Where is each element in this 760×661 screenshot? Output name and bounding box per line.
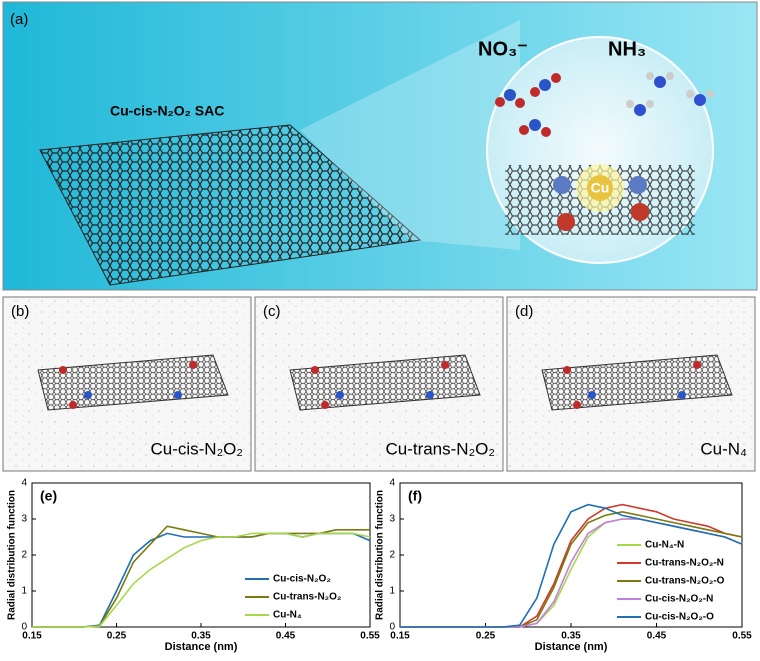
molecule-atom (441, 361, 449, 369)
o-atom (557, 213, 575, 231)
panel-label: (b) (11, 303, 29, 320)
x-tick-label: 0.45 (647, 631, 667, 642)
molecule-atom (174, 391, 182, 399)
panel-caption: Cu-trans-N₂O₂ (385, 439, 495, 458)
panel-label: (a) (10, 11, 28, 28)
y-tick-label: 2 (21, 550, 27, 561)
y-tick-label: 3 (389, 514, 395, 525)
x-tick-label: 0.15 (390, 631, 410, 642)
molecule-atom (678, 391, 686, 399)
molecule-atom (189, 361, 197, 369)
n-atom (629, 176, 647, 194)
snapshot-panel: (c) Cu-trans-N₂O₂ (254, 296, 504, 472)
legend-label: Cu-cis-N₂O₂-N (645, 594, 713, 605)
snapshot-panels: (b) Cu-cis-N₂O₂ (c) Cu-trans-N₂O₂ (d) Cu-N₄ (2, 296, 756, 472)
y-tick-label: 2 (389, 550, 395, 561)
molecule-atom (573, 401, 581, 409)
x-tick-label: 0.45 (276, 631, 296, 642)
y-axis-label: Radial distribution function (7, 490, 18, 620)
cu-atom (587, 175, 613, 201)
x-tick-label: 0.35 (191, 631, 211, 642)
molecule-atom (311, 366, 319, 374)
legend-label: Cu-N₄-N (645, 540, 684, 551)
snapshot-panel: (d) Cu-N₄ (506, 296, 756, 472)
y-tick-label: 1 (21, 586, 27, 597)
y-tick-label: 3 (21, 514, 27, 525)
molecule-atom (563, 366, 571, 374)
y-tick-label: 1 (389, 586, 395, 597)
molecule-atom (69, 401, 77, 409)
x-tick-label: 0.15 (22, 631, 42, 642)
molecule-atom (693, 361, 701, 369)
legend-label: Cu-trans-N₂O₂ (273, 592, 341, 603)
y-axis-label: Radial distribution function (375, 490, 386, 620)
series-line (32, 532, 371, 628)
panel-a: (a) Cu-cis-N₂O₂ SAC NO₃⁻ NH₃ Cu (2, 1, 758, 291)
panel-label: (c) (263, 303, 281, 320)
molecule-atom (321, 401, 329, 409)
x-tick-label: 0.25 (107, 631, 127, 642)
legend-label: Cu-trans-N₂O₂-O (645, 576, 725, 587)
snapshot-panel: (b) Cu-cis-N₂O₂ (2, 296, 252, 472)
panel-caption: Cu-N₄ (700, 439, 747, 458)
legend-label: Cu-cis-N₂O₂-O (645, 612, 714, 623)
y-tick-label: 4 (389, 478, 395, 489)
panel-caption: Cu-cis-N₂O₂ (150, 439, 243, 458)
legend-label: Cu-cis-N₂O₂ (273, 574, 331, 585)
x-axis-label: Distance (nm) (535, 641, 608, 653)
y-tick-label: 0 (389, 622, 395, 633)
product-label: NH₃ (608, 38, 646, 60)
charts: 0 1 2 3 4 0.15 0.25 0.35 0.45 0.55 Distance (nm) Ra… (7, 478, 753, 653)
chart: 0 1 2 3 4 0.15 0.25 0.35 0.45 0.55 Distance (nm) Ra… (375, 478, 753, 653)
molecule-atom (84, 391, 92, 399)
legend-label: Cu-N₄ (273, 610, 302, 621)
molecules (495, 72, 714, 137)
x-tick-label: 0.55 (732, 631, 752, 642)
molecule-atom (426, 391, 434, 399)
series-line (400, 503, 743, 628)
zoom-beam (300, 20, 520, 250)
x-axis-label: Distance (nm) (165, 641, 238, 653)
molecule-atom (59, 366, 67, 374)
y-tick-label: 4 (21, 478, 27, 489)
panel-label: (d) (515, 303, 533, 320)
legend-label: Cu-trans-N₂O₂-N (645, 558, 724, 569)
plot-frame (31, 482, 371, 628)
center-label: Cu (591, 180, 610, 196)
x-tick-label: 0.35 (561, 631, 581, 642)
graphene-sheet (39, 124, 422, 286)
molecule-atom (588, 391, 596, 399)
n-atom (553, 176, 571, 194)
panel-label: (f) (408, 488, 422, 504)
reactant-label: NO₃⁻ (478, 38, 528, 60)
panel-label: (e) (40, 488, 57, 504)
y-tick-label: 0 (21, 622, 27, 633)
sheet-label: Cu-cis-N₂O₂ SAC (110, 103, 224, 119)
chart: 0 1 2 3 4 0.15 0.25 0.35 0.45 0.55 Distance (nm) Ra… (7, 478, 381, 653)
x-tick-label: 0.25 (476, 631, 496, 642)
o-atom (631, 203, 649, 221)
x-tick-label: 0.55 (360, 631, 380, 642)
molecule-atom (336, 391, 344, 399)
plot-frame (399, 482, 743, 628)
